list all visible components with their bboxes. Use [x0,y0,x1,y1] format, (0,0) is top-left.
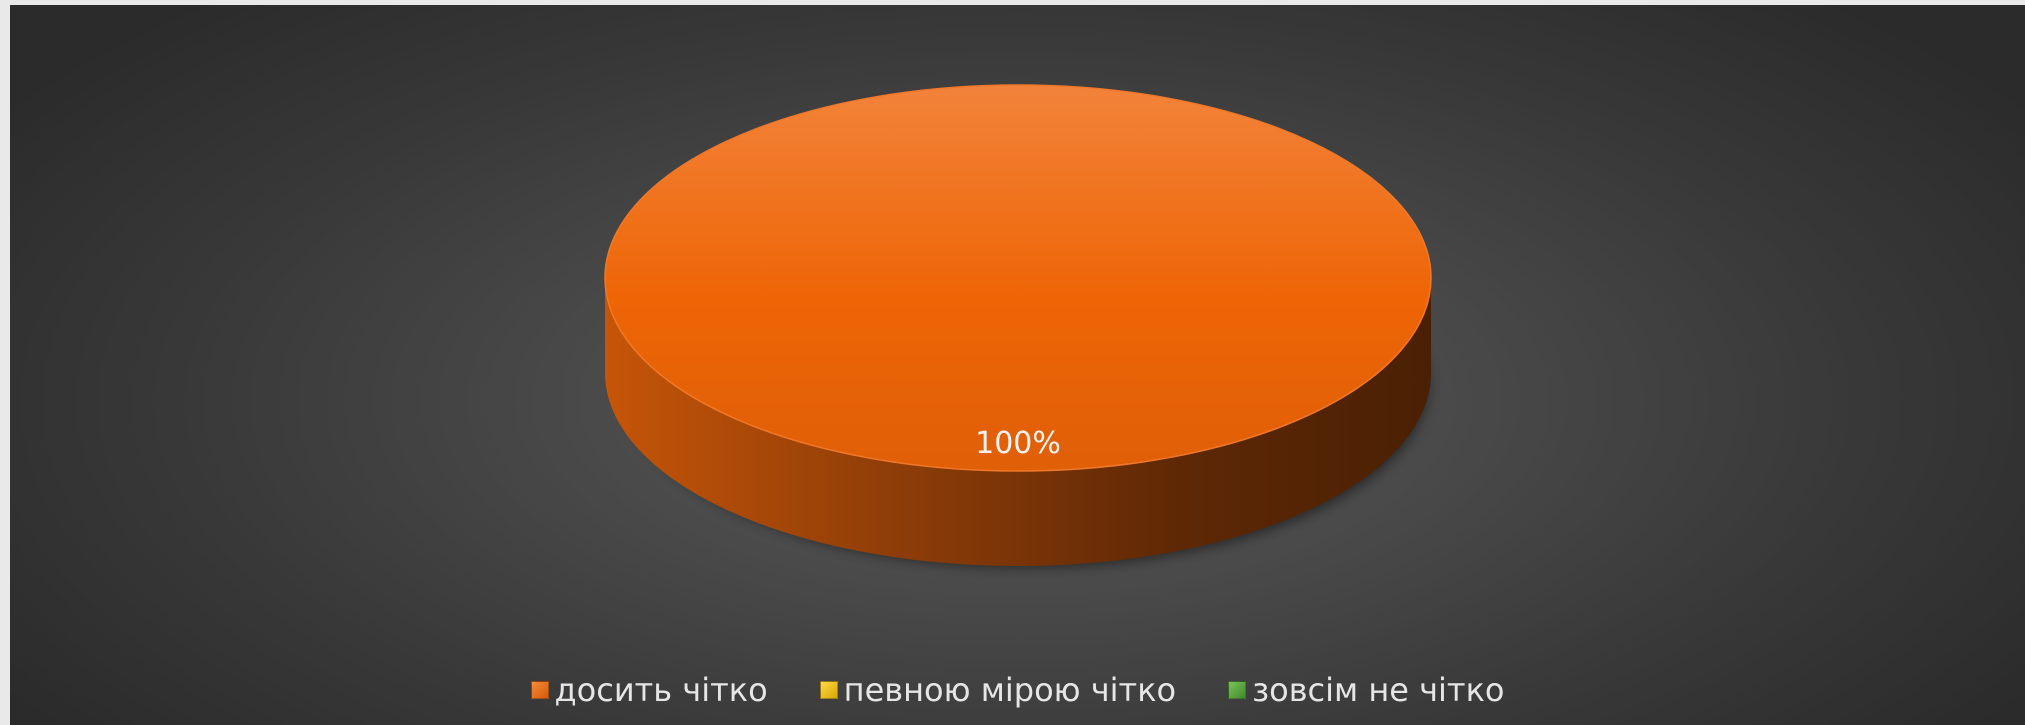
legend-label: певною мірою чітко [843,671,1177,709]
pie-chart: 100% [604,84,1432,568]
chart-area: 100% досить чітко певною мірою чітко зов… [10,5,2025,725]
legend-item: досить чітко [530,671,768,709]
legend-item: певною мірою чітко [819,671,1177,709]
legend-item: зовсім не чітко [1228,671,1504,709]
legend: досить чітко певною мірою чітко зовсім н… [10,670,2025,710]
legend-swatch-orange [530,681,549,699]
legend-swatch-yellow [819,681,838,699]
pie-slice [604,84,1432,472]
data-label: 100% [975,426,1061,461]
legend-swatch-green [1228,681,1247,699]
legend-label: зовсім не чітко [1252,671,1505,709]
legend-label: досить чітко [554,671,768,709]
pie-slice-side [605,278,1431,566]
